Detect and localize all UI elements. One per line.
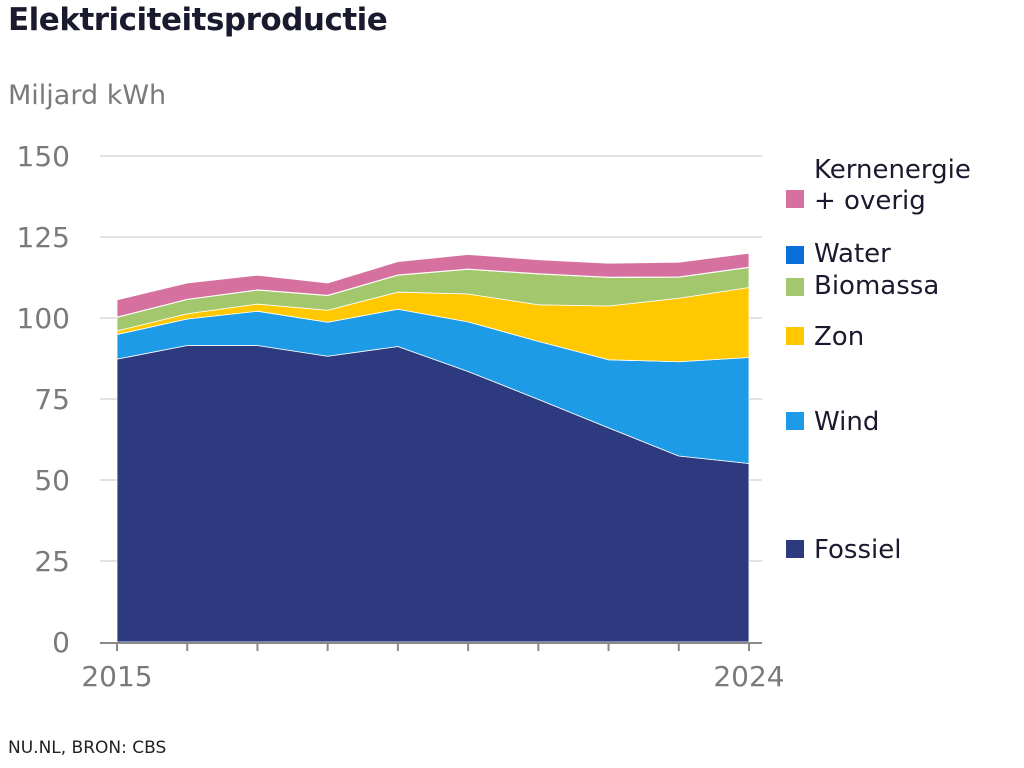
area-kernenergie <box>116 252 750 318</box>
legend-label: Zon <box>814 322 864 352</box>
legend-swatch <box>786 190 804 208</box>
y-tick-label: 0 <box>52 626 70 659</box>
x-axis <box>100 642 762 651</box>
legend-label-line2: + overig <box>814 186 926 216</box>
y-tick-label: 150 <box>17 140 70 173</box>
y-tick-label: 75 <box>34 383 70 416</box>
legend-label: Biomassa <box>814 271 939 301</box>
legend-item: Kernenergie+ overig <box>786 155 971 216</box>
legend-swatch <box>786 412 804 430</box>
legend-label: Kernenergie <box>814 155 971 185</box>
y-tick-label: 50 <box>34 464 70 497</box>
x-tick-label: 2015 <box>81 660 152 693</box>
legend-swatch <box>786 540 804 558</box>
x-axis-ticks: 2015 2024 <box>81 660 784 693</box>
legend-swatch <box>786 278 804 296</box>
legend-label: Wind <box>814 407 879 437</box>
legend-item: Zon <box>786 322 864 352</box>
area-series <box>116 252 750 643</box>
x-tick-label: 2024 <box>713 660 784 693</box>
legend-item: Biomassa <box>786 271 939 301</box>
y-axis-unit-label: Miljard kWh <box>8 80 167 111</box>
legend-label: Water <box>814 239 891 269</box>
y-tick-label: 125 <box>17 221 70 254</box>
y-tick-label: 25 <box>34 545 70 578</box>
legend-item: Wind <box>786 407 879 437</box>
source-credit: NU.NL, BRON: CBS <box>8 738 167 758</box>
legend-item: Fossiel <box>786 535 901 565</box>
legend-item: Water <box>786 239 891 269</box>
legend-swatch <box>786 246 804 264</box>
y-axis-ticks: 0 25 50 75 100 125 150 <box>17 140 70 659</box>
legend-swatch <box>786 327 804 345</box>
y-tick-label: 100 <box>17 302 70 335</box>
legend-label: Fossiel <box>814 535 901 565</box>
chart-title: Elektriciteitsproductie <box>8 2 388 38</box>
